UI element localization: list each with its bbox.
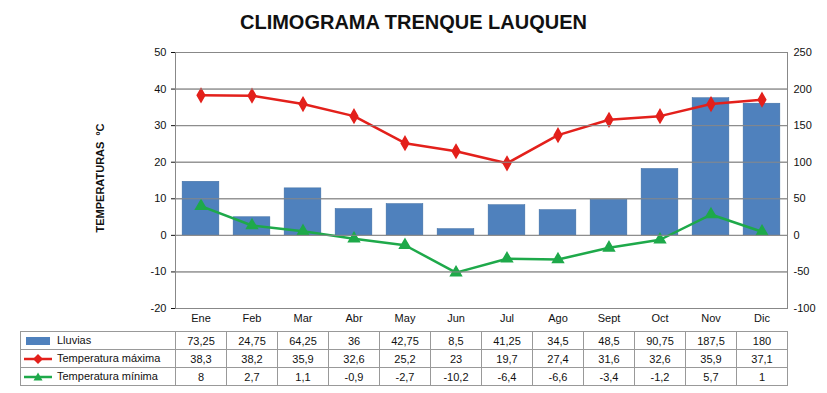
html-text:1: 1	[758, 370, 766, 383]
html-text:Temperatura mínima: Temperatura mínima	[57, 370, 158, 382]
svg-text:Jun: Jun	[447, 312, 465, 324]
svg-text:Oct: Oct	[651, 312, 668, 324]
svg-text:-10: -10	[151, 265, 167, 277]
html-text:37,1: 37,1	[751, 352, 773, 365]
svg-text:0: 0	[160, 229, 166, 241]
svg-text:Nov: Nov	[701, 312, 721, 324]
html-text:8,5: 8,5	[448, 334, 464, 347]
html-text:-3,4: -3,4	[599, 370, 619, 383]
html-text:-0,9: -0,9	[344, 370, 364, 383]
html-text:32,6: 32,6	[649, 352, 671, 365]
svg-text:Jul: Jul	[500, 312, 514, 324]
html-text:34,5: 34,5	[547, 334, 569, 347]
html-text:-1,2: -1,2	[650, 370, 670, 383]
svg-text:Dic: Dic	[754, 312, 770, 324]
svg-text:Feb: Feb	[243, 312, 262, 324]
html-text:41,25: 41,25	[493, 334, 521, 347]
svg-text:0: 0	[794, 229, 800, 241]
html-text:90,75: 90,75	[646, 334, 674, 347]
html-text:180: 180	[752, 334, 772, 347]
svg-text:100: 100	[794, 156, 812, 168]
html-text:187,5: 187,5	[697, 334, 725, 347]
svg-text:Abr: Abr	[345, 312, 362, 324]
html-text:73,25: 73,25	[187, 334, 215, 347]
svg-text:250: 250	[794, 46, 812, 58]
html-text:Temperatura máxima: Temperatura máxima	[57, 352, 161, 364]
html-text:27,4: 27,4	[547, 352, 569, 365]
svg-text:50: 50	[154, 46, 166, 58]
svg-text:-100: -100	[794, 302, 816, 314]
svg-text:-20: -20	[151, 302, 167, 314]
html-text:64,25: 64,25	[289, 334, 317, 347]
html-text:35,9: 35,9	[292, 352, 314, 365]
svg-text:10: 10	[154, 192, 166, 204]
html-text:TEMPERATURAS ºC: TEMPERATURAS ºC	[94, 123, 106, 233]
html-text:-6,6: -6,6	[548, 370, 568, 383]
svg-text:30: 30	[154, 119, 166, 131]
svg-text:May: May	[395, 312, 416, 324]
html-text:5,7: 5,7	[703, 370, 719, 383]
html-text:32,6: 32,6	[343, 352, 365, 365]
svg-text:150: 150	[794, 119, 812, 131]
svg-text:Sept: Sept	[598, 312, 621, 324]
html-text:25,2: 25,2	[394, 352, 416, 365]
svg-text:-50: -50	[794, 265, 810, 277]
html-text:-2,7: -2,7	[395, 370, 415, 383]
html-text:23: 23	[449, 352, 463, 365]
svg-text:40: 40	[154, 83, 166, 95]
html-text:8: 8	[197, 370, 205, 383]
svg-text:50: 50	[794, 192, 806, 204]
html-text:CLIMOGRAMA TRENQUE LAUQUEN: CLIMOGRAMA TRENQUE LAUQUEN	[240, 11, 587, 33]
html-text:1,1: 1,1	[295, 370, 311, 383]
html-text:35,9: 35,9	[700, 352, 722, 365]
html-text:2,7: 2,7	[244, 370, 260, 383]
html-text:-10,2: -10,2	[443, 370, 469, 383]
html-text:38,2: 38,2	[241, 352, 263, 365]
html-text:31,6: 31,6	[598, 352, 620, 365]
html-text:-6,4: -6,4	[497, 370, 517, 383]
svg-text:Ene: Ene	[191, 312, 211, 324]
html-text:19,7: 19,7	[496, 352, 518, 365]
html-text:36: 36	[347, 334, 361, 347]
html-text:Lluvias: Lluvias	[57, 334, 92, 346]
svg-text:200: 200	[794, 83, 812, 95]
svg-text:Ago: Ago	[548, 312, 568, 324]
html-text:48,5: 48,5	[598, 334, 620, 347]
svg-text:Mar: Mar	[294, 312, 313, 324]
html-text:38,3: 38,3	[190, 352, 212, 365]
html-text:42,75: 42,75	[391, 334, 419, 347]
svg-text:20: 20	[154, 156, 166, 168]
html-text:24,75: 24,75	[238, 334, 266, 347]
